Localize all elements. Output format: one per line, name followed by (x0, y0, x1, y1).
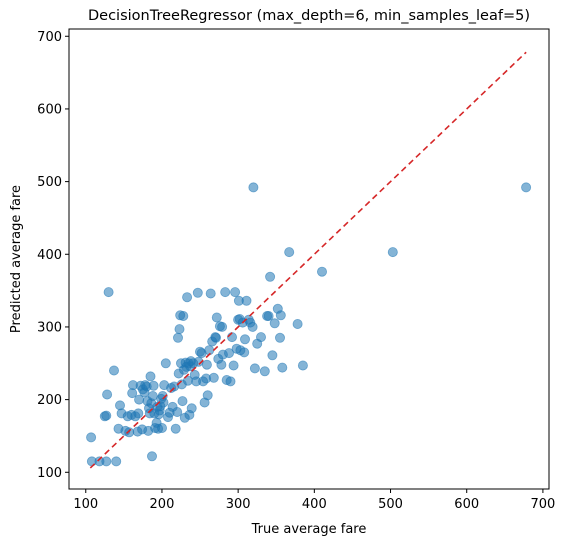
data-point (109, 365, 120, 376)
data-point (521, 182, 532, 193)
data-point (158, 397, 169, 408)
data-point (186, 403, 197, 414)
data-point (177, 396, 188, 407)
data-point (267, 350, 278, 361)
data-point (220, 287, 231, 298)
data-point (204, 345, 215, 356)
x-tick-label: 100 (73, 497, 98, 512)
data-point (217, 321, 228, 332)
data-point (208, 372, 219, 383)
data-point (115, 400, 126, 411)
data-point (223, 348, 234, 359)
data-point (239, 334, 250, 345)
data-point (292, 318, 303, 329)
data-point (269, 318, 280, 329)
y-tick-label: 700 (37, 30, 62, 45)
data-point (247, 321, 258, 332)
data-point (205, 288, 216, 299)
data-point (182, 292, 193, 303)
data-point (145, 371, 156, 382)
y-tick-label: 300 (37, 320, 62, 335)
data-point (160, 358, 171, 369)
x-tick-label: 700 (530, 497, 555, 512)
data-point (210, 332, 221, 343)
y-tick-label: 600 (37, 102, 62, 117)
data-point (275, 310, 286, 321)
data-point (277, 362, 288, 373)
plot-frame (68, 28, 550, 490)
data-point (103, 287, 114, 298)
data-point (274, 332, 285, 343)
data-point (211, 312, 222, 323)
chart-title: DecisionTreeRegressor (max_depth=6, min_… (88, 8, 530, 24)
x-tick-label: 200 (150, 497, 175, 512)
data-point (202, 390, 213, 401)
data-point (148, 380, 159, 391)
data-point (156, 422, 167, 433)
y-axis: 100 200 300 400 500 600 700 (37, 30, 69, 481)
x-axis: 100 200 300 400 500 600 700 (73, 489, 555, 512)
y-tick-label: 400 (37, 248, 62, 263)
data-point (172, 406, 183, 417)
data-point (146, 451, 157, 462)
data-point (174, 324, 185, 335)
data-point (249, 363, 260, 374)
y-tick-label: 200 (37, 393, 62, 408)
x-tick-label: 500 (378, 497, 403, 512)
x-tick-label: 300 (226, 497, 251, 512)
data-point (255, 332, 266, 343)
data-point (101, 410, 112, 421)
data-point (265, 271, 276, 282)
data-point (170, 423, 181, 434)
data-point (124, 427, 135, 438)
data-point (230, 287, 241, 298)
data-point (172, 332, 183, 343)
y-tick-label: 500 (37, 175, 62, 190)
data-point (86, 432, 97, 443)
data-point (178, 310, 189, 321)
x-tick-label: 600 (454, 497, 479, 512)
data-point (263, 310, 274, 321)
data-points (86, 182, 532, 467)
data-point (316, 266, 327, 277)
data-point (228, 360, 239, 371)
data-point (201, 359, 212, 370)
data-point (216, 359, 227, 370)
data-point (111, 456, 122, 467)
reference-line (89, 51, 527, 469)
x-axis-label: True average fare (251, 522, 367, 537)
data-point (297, 360, 308, 371)
x-tick-label: 400 (302, 497, 327, 512)
data-point (101, 456, 112, 467)
y-axis-label: Predicted average fare (9, 185, 24, 333)
data-point (102, 389, 113, 400)
data-point (387, 247, 398, 258)
data-point (225, 376, 236, 387)
data-point (192, 287, 203, 298)
y-tick-label: 100 (37, 466, 62, 481)
data-point (241, 295, 252, 306)
data-point (248, 182, 259, 193)
data-point (133, 408, 144, 419)
data-point (239, 347, 250, 358)
data-point (284, 247, 295, 258)
data-point (259, 366, 270, 377)
data-point (147, 390, 158, 401)
